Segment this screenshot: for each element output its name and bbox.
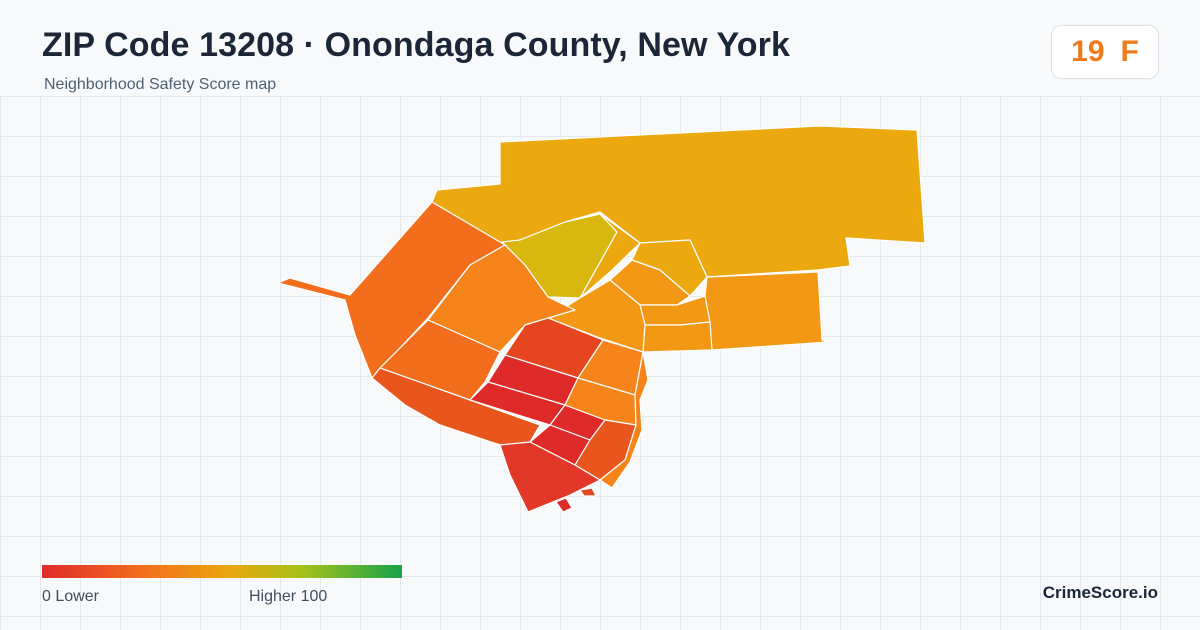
tract-south-fragment-1[interactable]: [555, 497, 573, 513]
tract-east-strip[interactable]: [599, 351, 649, 489]
legend-gradient-bar: [42, 565, 402, 578]
legend-low-label: 0 Lower: [42, 588, 99, 605]
tract-south-red[interactable]: [499, 441, 601, 513]
tract-west-south[interactable]: [379, 319, 501, 401]
tract-east-amber-2[interactable]: [704, 271, 829, 351]
header-band: [0, 0, 1200, 96]
tract-east-amber-4[interactable]: [642, 321, 713, 353]
page-subtitle: Neighborhood Safety Score map: [44, 76, 277, 93]
tract-south-fragment-2[interactable]: [579, 487, 597, 497]
tract-central-gold[interactable]: [579, 213, 641, 299]
score-value: 19: [1071, 35, 1105, 68]
score-grade: F: [1120, 35, 1139, 68]
legend-high-label: Higher 100: [249, 588, 328, 605]
brand-label[interactable]: CrimeScore.io: [1042, 583, 1158, 602]
page-title: ZIP Code 13208 · Onondaga County, New Yo…: [42, 26, 790, 64]
score-badge: 19 F: [1051, 25, 1159, 79]
